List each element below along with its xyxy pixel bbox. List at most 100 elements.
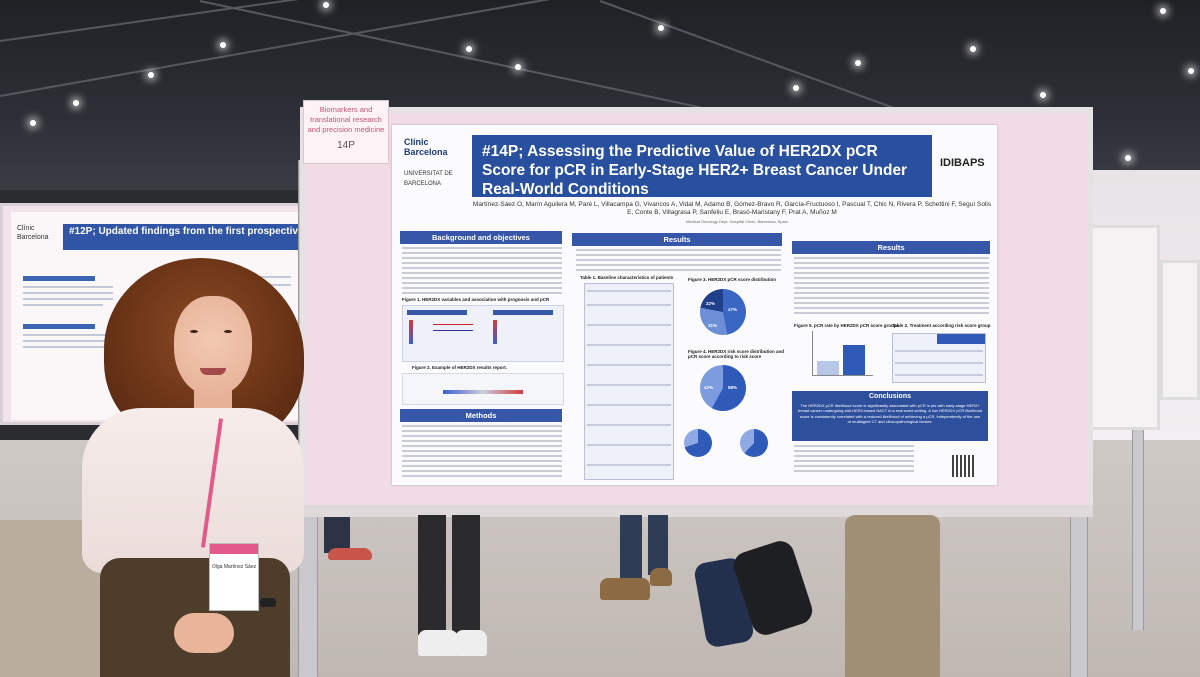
left-poster-text xyxy=(23,298,113,300)
figure-5-chart xyxy=(812,331,873,376)
pie-label: 31% xyxy=(708,323,718,328)
left-poster-text xyxy=(23,334,113,336)
methods-text xyxy=(402,425,562,480)
qr-code xyxy=(952,455,974,477)
low-risk-pie xyxy=(684,429,712,457)
idibaps-logo: IDIBAPS xyxy=(940,157,985,169)
ceiling-light xyxy=(658,25,664,31)
table-2 xyxy=(892,333,986,383)
presenter: Olga Martínez Sáez xyxy=(82,258,312,677)
figure-2 xyxy=(402,373,564,405)
visitor-leg xyxy=(418,515,446,635)
table-2-row xyxy=(895,374,983,376)
table-1-row xyxy=(587,290,671,292)
clinic-logo-text: Clínic Barcelona xyxy=(404,137,448,157)
conclusions-title: Conclusions xyxy=(868,393,911,400)
figure-3-caption: Figure 3. HER2DX pCR score distribution xyxy=(688,277,777,282)
right-poster-board xyxy=(1160,260,1200,400)
presenter-hands xyxy=(174,613,234,653)
table-1-row xyxy=(587,384,671,386)
table-2-header xyxy=(937,334,985,344)
conclusions-box: Conclusions The HER2DX pCR likelihood sc… xyxy=(792,391,988,441)
table-1 xyxy=(584,283,674,480)
figure-5-bar xyxy=(843,345,865,375)
table-1-row xyxy=(587,444,671,446)
high-risk-pie xyxy=(740,429,768,457)
figure-1 xyxy=(402,305,564,362)
section-background: Background and objectives xyxy=(400,231,562,244)
table-1-row xyxy=(587,324,671,326)
figure-5-caption: Figure 5. pCR rate by HER2DX pCR score g… xyxy=(794,323,900,328)
clinic-logo: Clínic Barcelona UNIVERSITAT DE BARCELON… xyxy=(404,137,474,189)
presenter-badge: Olga Martínez Sáez xyxy=(209,543,259,611)
figure-1-header xyxy=(407,310,467,315)
right-poster-board xyxy=(1090,225,1160,430)
table-2-row xyxy=(895,362,983,364)
ceiling-light xyxy=(30,120,36,126)
badge-name: Olga Martínez Sáez xyxy=(211,564,257,570)
figure-2-caption: Figure 2. Example of HER2DX results repo… xyxy=(412,365,508,370)
visitor-shoe xyxy=(600,578,650,600)
left-poster-section xyxy=(23,276,95,281)
stand-number: 14P xyxy=(337,140,355,151)
table-1-row xyxy=(587,344,671,346)
main-poster: Clínic Barcelona UNIVERSITAT DE BARCELON… xyxy=(392,125,997,485)
table-2-caption: Table 2. Treatment according risk score … xyxy=(892,323,991,328)
poster-affiliation: Medical Oncology Dept. Hospital Clínic, … xyxy=(686,219,788,224)
table-1-row xyxy=(587,464,671,466)
figure-1-header xyxy=(493,310,553,315)
left-poster-text xyxy=(23,286,113,288)
figure-1-caption: Figure 1. HER2DX variables and associati… xyxy=(402,297,550,302)
figure-1-line xyxy=(433,324,473,325)
acknowledgements-text xyxy=(794,445,914,475)
ceiling-light xyxy=(148,72,154,78)
presenter-eye xyxy=(190,330,198,333)
results-text xyxy=(576,249,781,271)
visitor-shoe xyxy=(328,548,372,560)
ceiling-light xyxy=(220,42,226,48)
figure-1-bar xyxy=(493,320,497,344)
visitor-leg xyxy=(324,517,350,553)
figure-4-caption: Figure 4. HER2DX risk score distribution… xyxy=(688,349,785,359)
pie-label: 58% xyxy=(728,385,738,390)
left-poster-text xyxy=(23,304,103,306)
ceiling-light xyxy=(855,60,861,66)
presenter-smile xyxy=(200,368,226,375)
visitor-shoe xyxy=(418,630,458,656)
left-poster-section xyxy=(23,324,95,329)
ceiling-light xyxy=(73,100,79,106)
table-2-row xyxy=(895,350,983,352)
left-poster-logo: Clínic Barcelona xyxy=(17,225,49,241)
table-1-row xyxy=(587,424,671,426)
ceiling-light xyxy=(970,46,976,52)
presenter-watch xyxy=(260,598,276,607)
left-poster-text xyxy=(23,346,109,348)
ceiling-light xyxy=(323,2,329,8)
presenter-eye xyxy=(224,330,232,333)
presenter-shirt xyxy=(82,408,304,573)
table-1-row xyxy=(587,364,671,366)
figure-1-line xyxy=(433,330,473,331)
presenter-face xyxy=(174,296,252,396)
stand-label: Biomarkers and translational research an… xyxy=(303,100,389,164)
table-1-caption: Table 1. Baseline characteristics of pat… xyxy=(580,275,674,280)
pie-label: 47% xyxy=(728,307,738,312)
visitor-leg xyxy=(452,515,480,635)
section-results: Results xyxy=(572,233,782,246)
stand-pole xyxy=(1132,430,1144,630)
figure-1-bar xyxy=(409,320,413,344)
figure-5-bar xyxy=(817,361,839,375)
left-poster-text xyxy=(23,292,113,294)
ceiling-light xyxy=(1188,68,1194,74)
table-1-row xyxy=(587,404,671,406)
ceiling-light xyxy=(1125,155,1131,161)
pcr-score-pie xyxy=(700,289,746,335)
poster-authors: Martínez-Sáez O, Marín Aguilera M, Paré … xyxy=(472,201,992,216)
visitor-shoe xyxy=(455,630,487,656)
ceiling-light xyxy=(1160,8,1166,14)
ceiling-truss xyxy=(0,0,1189,42)
conclusions-text: The HER2DX pCR likelihood score is signi… xyxy=(798,403,983,425)
left-poster-text xyxy=(23,340,113,342)
poster-title: #14P; Assessing the Predictive Value of … xyxy=(472,135,932,198)
poster-board-rail xyxy=(300,505,1093,517)
